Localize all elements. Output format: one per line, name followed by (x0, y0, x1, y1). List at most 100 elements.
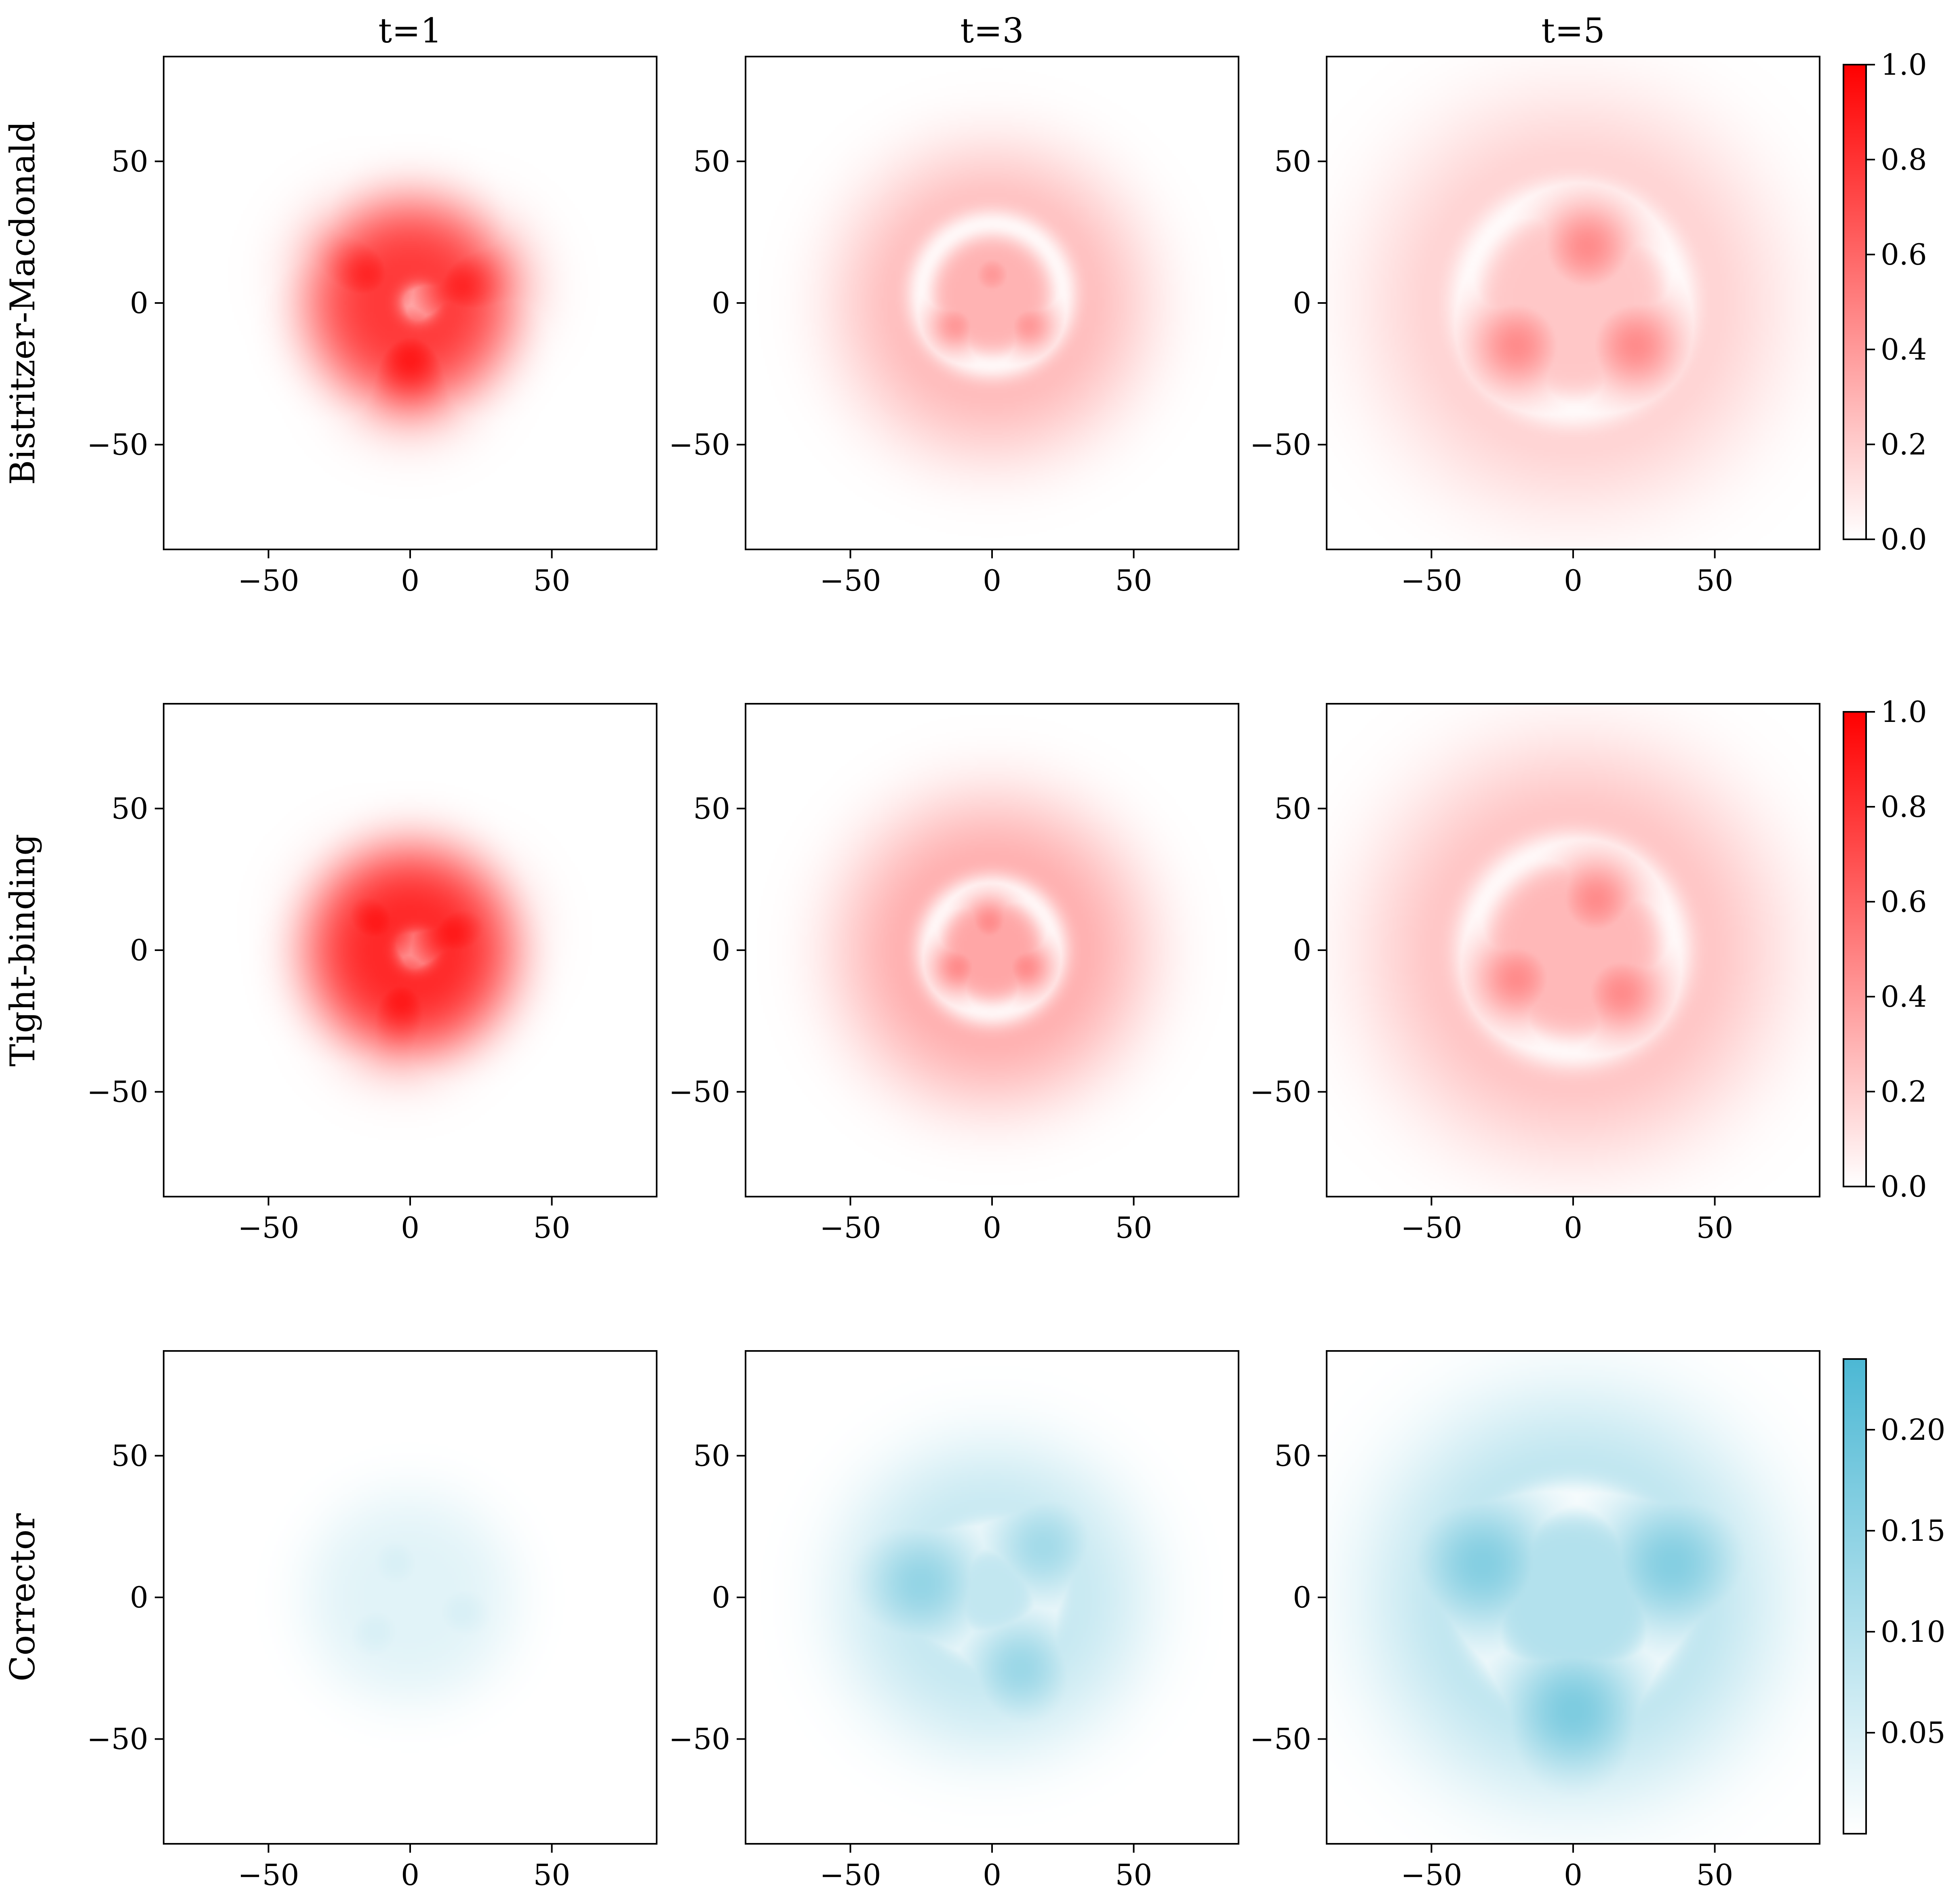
y-tick-label: 0 (712, 933, 730, 967)
y-tick-label: 0 (1293, 286, 1311, 320)
colorbar-layer: 0.0 0.2 0.4 0.6 0.8 1.0 0.0 0.2 0.4 0.6 0.8 1.0 0.05… (1843, 48, 1945, 1835)
colorbar-tick-label: 0.0 (1881, 1170, 1927, 1203)
y-tick-label: 0 (130, 1580, 148, 1614)
x-tick-label: 50 (1115, 1211, 1152, 1245)
x-tick-label: 50 (1115, 564, 1152, 597)
colorbar-tick-label: 0.6 (1881, 238, 1927, 271)
colorbar-tick-label: 1.0 (1881, 695, 1927, 729)
colorbar-tick-label: 0.8 (1881, 790, 1927, 824)
column-title-2: t=5 (1541, 11, 1605, 50)
x-tick-label: −50 (819, 1858, 881, 1892)
y-tick-label: 0 (712, 286, 730, 320)
colorbar-tick-label: 0.8 (1881, 143, 1927, 177)
column-title-0: t=1 (378, 11, 442, 50)
panel-r0-c2: −50 0 50 −50 0 50 (1250, 56, 1820, 597)
heatmap-image (1327, 57, 1820, 549)
y-tick-label: −50 (87, 428, 148, 462)
y-tick-label: 50 (1274, 1439, 1311, 1473)
row-label-2: Corrector (3, 1513, 42, 1681)
panel-r1-c1: −50 0 50 −50 0 50 (669, 703, 1239, 1245)
label-layer: t=1 t=3 t=5 Bistritzer-Macdonald Tight-bindi… (3, 11, 1605, 1681)
y-tick-label: 0 (1293, 1580, 1311, 1614)
heatmap-image (1327, 1351, 1820, 1844)
y-tick-label: −50 (669, 428, 730, 462)
heatmap-image (746, 1351, 1239, 1844)
y-tick-label: 50 (111, 144, 148, 178)
x-tick-label: −50 (819, 564, 881, 597)
heatmap-image (1327, 704, 1820, 1197)
colorbar-tick-label: 1.0 (1881, 48, 1927, 82)
x-tick-label: 0 (983, 1211, 1001, 1245)
x-tick-label: 0 (401, 1858, 419, 1892)
x-tick-label: 0 (983, 564, 1001, 597)
colorbar-tick-label: 0.4 (1881, 980, 1927, 1014)
x-tick-label: 50 (1696, 1858, 1734, 1892)
y-tick-label: 0 (712, 1580, 730, 1614)
y-tick-label: 0 (130, 286, 148, 320)
x-tick-label: 0 (1564, 1211, 1582, 1245)
x-tick-label: 0 (983, 1858, 1001, 1892)
y-tick-label: 50 (693, 144, 730, 178)
heatmap-image (746, 704, 1239, 1197)
y-tick-label: −50 (87, 1075, 148, 1109)
x-tick-label: 50 (533, 564, 571, 597)
colorbar-1: 0.0 0.2 0.4 0.6 0.8 1.0 (1843, 695, 1927, 1203)
y-tick-label: 50 (111, 1439, 148, 1473)
x-tick-label: 0 (1564, 564, 1582, 597)
y-tick-label: −50 (1250, 428, 1311, 462)
y-tick-label: 50 (693, 1439, 730, 1473)
colorbar-2: 0.05 0.10 0.15 0.20 (1843, 1358, 1945, 1835)
heatmap-image (164, 57, 657, 549)
y-tick-label: 50 (1274, 791, 1311, 825)
y-tick-label: −50 (669, 1075, 730, 1109)
column-title-1: t=3 (960, 11, 1024, 50)
x-tick-label: −50 (1401, 1858, 1462, 1892)
x-tick-label: 50 (1696, 564, 1734, 597)
panels-layer: −50 0 50 −50 0 50 −50 0 50 −50 0 50 −50 0 50 −50 0 50 −50 0… (87, 56, 1820, 1892)
colorbar-tick-label: 0.0 (1881, 522, 1927, 556)
panel-r2-c1: −50 0 50 −50 0 50 (669, 1350, 1239, 1892)
colorbar-tick-label: 0.15 (1881, 1514, 1945, 1548)
x-tick-label: −50 (1401, 1211, 1462, 1245)
heatmap-image (746, 57, 1239, 549)
x-tick-label: −50 (1401, 564, 1462, 597)
colorbar-tick-label: 0.20 (1881, 1413, 1945, 1447)
panel-r0-c1: −50 0 50 −50 0 50 (669, 56, 1239, 597)
y-tick-label: −50 (87, 1722, 148, 1756)
y-tick-label: −50 (1250, 1722, 1311, 1756)
colorbar-tick-label: 0.05 (1881, 1716, 1945, 1750)
x-tick-label: 50 (1696, 1211, 1734, 1245)
y-tick-label: 50 (1274, 144, 1311, 178)
x-tick-label: 50 (1115, 1858, 1152, 1892)
colorbar-tick-label: 0.2 (1881, 1075, 1927, 1109)
y-tick-label: 50 (111, 791, 148, 825)
colorbar-tick-label: 0.10 (1881, 1615, 1945, 1649)
panel-r1-c2: −50 0 50 −50 0 50 (1250, 703, 1820, 1245)
x-tick-label: 50 (533, 1211, 571, 1245)
panel-r2-c0: −50 0 50 −50 0 50 (87, 1350, 657, 1892)
x-tick-label: 0 (1564, 1858, 1582, 1892)
colorbar-gradient (1843, 1358, 1867, 1835)
y-tick-label: 50 (693, 791, 730, 825)
x-tick-label: −50 (238, 564, 299, 597)
colorbar-gradient (1843, 711, 1867, 1187)
colorbar-tick-label: 0.6 (1881, 885, 1927, 919)
colorbar-tick-label: 0.4 (1881, 332, 1927, 366)
panel-r1-c0: −50 0 50 −50 0 50 (87, 703, 657, 1245)
colorbar-gradient (1843, 64, 1867, 540)
row-label-1: Tight-binding (3, 834, 42, 1067)
heatmap-image (164, 1351, 657, 1844)
y-tick-label: −50 (1250, 1075, 1311, 1109)
y-tick-label: 0 (130, 933, 148, 967)
x-tick-label: 0 (401, 1211, 419, 1245)
panel-r0-c0: −50 0 50 −50 0 50 (87, 56, 657, 597)
y-tick-label: −50 (669, 1722, 730, 1756)
panel-r2-c2: −50 0 50 −50 0 50 (1250, 1350, 1820, 1892)
y-tick-label: 0 (1293, 933, 1311, 967)
x-tick-label: −50 (238, 1858, 299, 1892)
colorbar-0: 0.0 0.2 0.4 0.6 0.8 1.0 (1843, 48, 1927, 556)
colorbar-tick-label: 0.2 (1881, 427, 1927, 461)
x-tick-label: 50 (533, 1858, 571, 1892)
row-label-0: Bistritzer-Macdonald (3, 121, 42, 485)
